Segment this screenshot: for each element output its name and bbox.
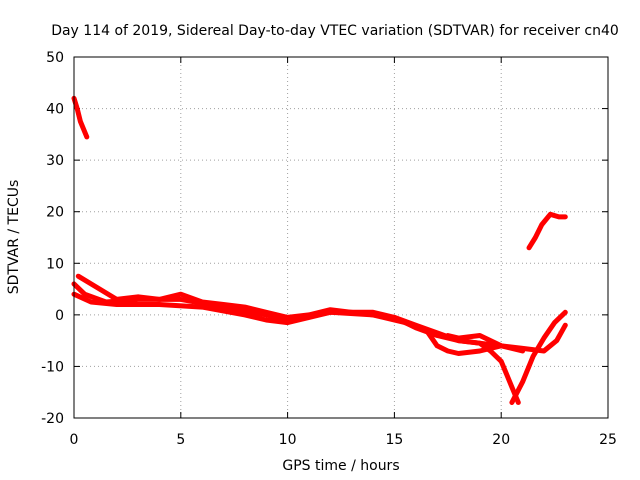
x-tick-label: 25 bbox=[599, 432, 617, 448]
y-tick-label: -20 bbox=[41, 411, 64, 427]
plot-frame bbox=[73, 56, 609, 419]
series-group bbox=[71, 95, 568, 405]
y-tick-label: 50 bbox=[46, 50, 64, 66]
chart-title: Day 114 of 2019, Sidereal Day-to-day VTE… bbox=[51, 23, 619, 39]
series-track-7 bbox=[526, 211, 568, 251]
x-tick-label: 20 bbox=[492, 432, 510, 448]
y-tick-label: 40 bbox=[46, 102, 64, 118]
y-tick-label: 10 bbox=[46, 256, 64, 272]
x-tick-label: 15 bbox=[385, 432, 403, 448]
y-tick-label: -10 bbox=[41, 359, 64, 375]
series-track-5 bbox=[445, 322, 568, 354]
series-track-1 bbox=[71, 95, 90, 140]
x-tick-label: 10 bbox=[279, 432, 297, 448]
series-track-4 bbox=[71, 291, 504, 356]
x-tick-label: 0 bbox=[70, 432, 79, 448]
y-axis-label: SDTVAR / TECUs bbox=[6, 180, 22, 295]
axis-ticks: 0 5 10 15 20 25 -20 -10 0 10 20 30 40 50 bbox=[41, 50, 617, 448]
x-tick-label: 5 bbox=[176, 432, 185, 448]
grid bbox=[74, 57, 608, 418]
y-tick-label: 20 bbox=[46, 205, 64, 221]
y-tick-label: 30 bbox=[46, 153, 64, 169]
y-tick-label: 0 bbox=[55, 308, 64, 324]
x-axis-label: GPS time / hours bbox=[282, 458, 399, 474]
series-track-6 bbox=[509, 309, 568, 405]
series-track-3 bbox=[71, 281, 521, 405]
